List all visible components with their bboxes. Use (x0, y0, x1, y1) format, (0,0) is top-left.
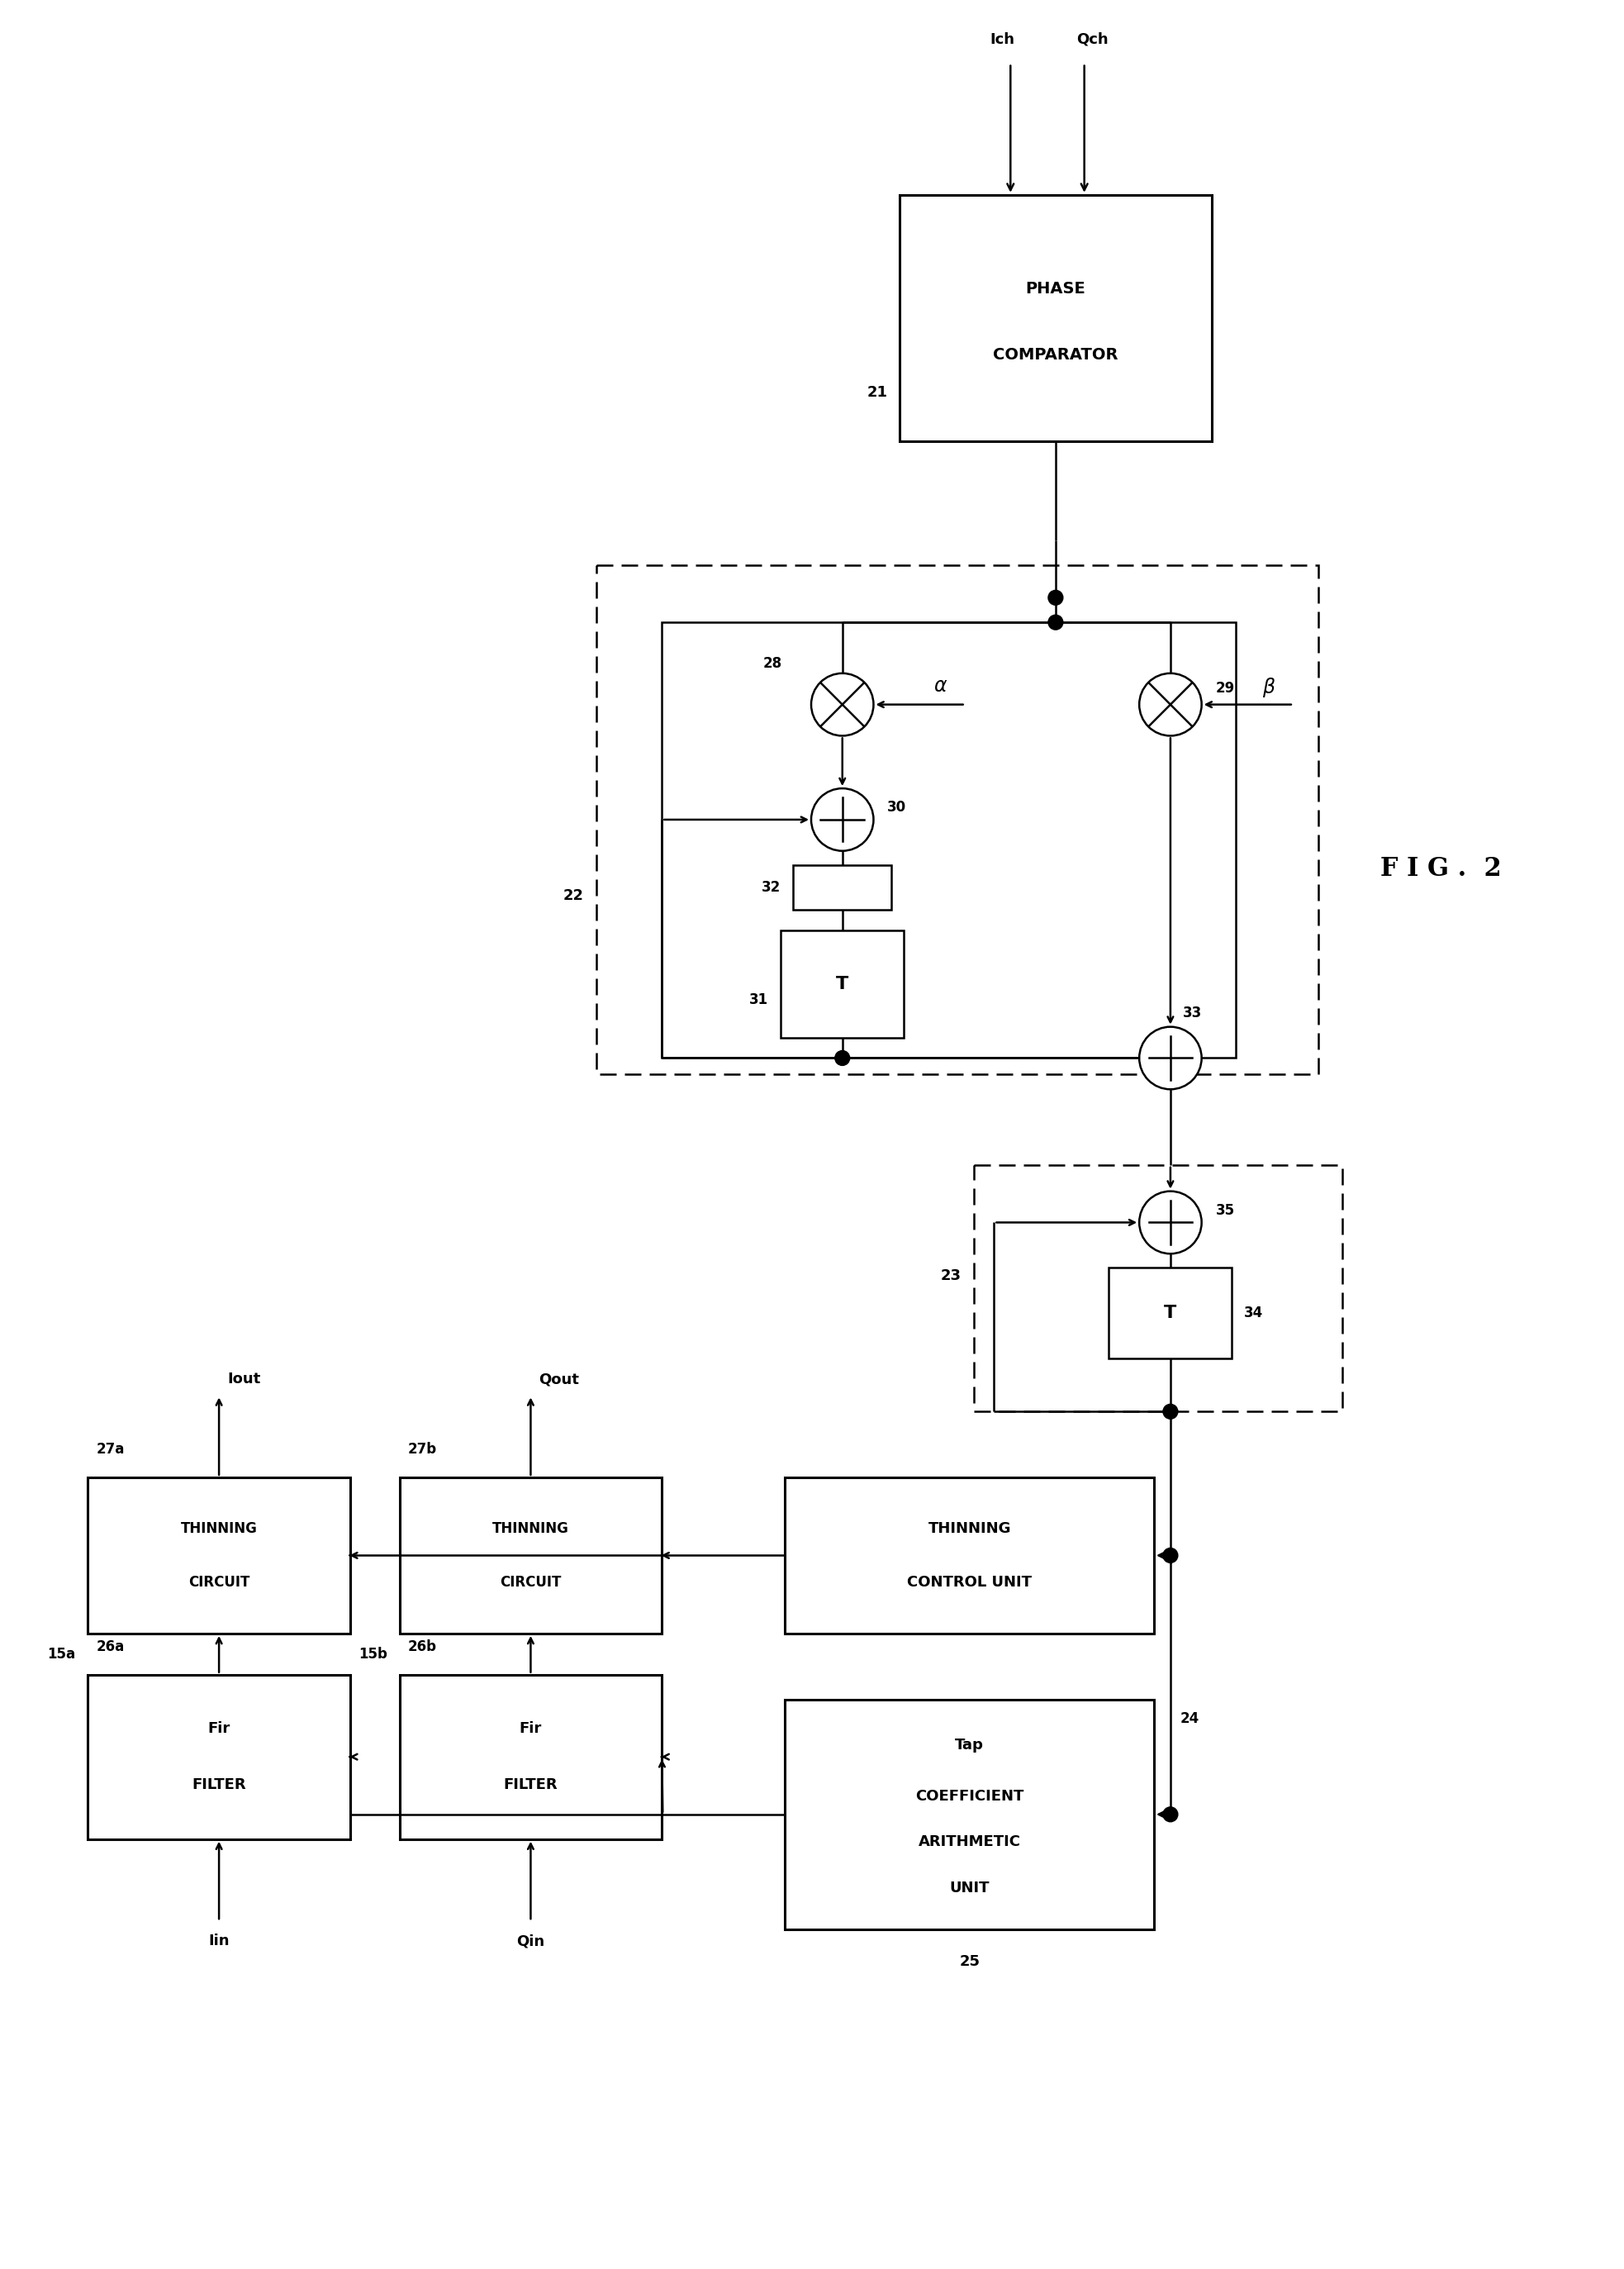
Circle shape (1163, 1806, 1177, 1822)
Text: 26a: 26a (96, 1638, 125, 1654)
Circle shape (835, 1051, 849, 1066)
Text: Qch: Qch (1077, 32, 1109, 48)
Text: $\alpha$: $\alpha$ (934, 676, 948, 697)
Text: 25: 25 (960, 1954, 979, 1969)
Bar (596, 565, 1319, 1076)
Text: Tap: Tap (955, 1738, 984, 1752)
Text: $\beta$: $\beta$ (1262, 676, 1275, 699)
Text: Ich: Ich (991, 32, 1015, 48)
Circle shape (810, 787, 874, 851)
Bar (784, 1477, 1155, 1634)
Bar (973, 1164, 1343, 1411)
Text: FILTER: FILTER (503, 1777, 557, 1793)
Text: 27a: 27a (96, 1441, 125, 1457)
Text: T: T (1164, 1305, 1177, 1321)
Text: PHASE: PHASE (1025, 281, 1086, 297)
Text: T: T (836, 976, 849, 992)
Bar (1109, 1268, 1233, 1359)
Text: 24: 24 (1181, 1711, 1200, 1727)
Text: 21: 21 (867, 386, 887, 399)
Circle shape (1047, 590, 1064, 606)
Text: Fir: Fir (208, 1722, 231, 1736)
Text: 15a: 15a (47, 1647, 75, 1661)
Text: 15b: 15b (359, 1647, 387, 1661)
Bar (400, 1477, 663, 1634)
Bar (781, 930, 905, 1037)
Text: THINNING: THINNING (492, 1522, 568, 1536)
Bar (784, 1699, 1155, 1929)
Text: UNIT: UNIT (950, 1881, 989, 1895)
Text: THINNING: THINNING (927, 1522, 1012, 1536)
Text: Fir: Fir (520, 1722, 542, 1736)
Text: F I G .  2: F I G . 2 (1380, 855, 1502, 883)
Text: CIRCUIT: CIRCUIT (500, 1575, 562, 1588)
Text: CIRCUIT: CIRCUIT (188, 1575, 250, 1588)
Text: 26b: 26b (408, 1638, 437, 1654)
Text: THINNING: THINNING (180, 1522, 257, 1536)
Circle shape (810, 674, 874, 735)
Circle shape (1163, 1405, 1177, 1418)
Text: Qin: Qin (516, 1933, 544, 1949)
Bar (663, 622, 1236, 1057)
Text: 33: 33 (1182, 1005, 1202, 1021)
Text: CONTROL UNIT: CONTROL UNIT (908, 1575, 1031, 1588)
Circle shape (1140, 1028, 1202, 1089)
Text: ARITHMETIC: ARITHMETIC (918, 1836, 1021, 1849)
Circle shape (1140, 1191, 1202, 1255)
Text: 32: 32 (762, 880, 781, 894)
Circle shape (1047, 615, 1064, 631)
Bar (400, 1675, 663, 1840)
Circle shape (1140, 674, 1202, 735)
Text: 30: 30 (887, 801, 906, 815)
Bar (88, 1477, 351, 1634)
Text: Qout: Qout (539, 1373, 580, 1386)
Text: 23: 23 (940, 1268, 961, 1284)
Text: 22: 22 (564, 889, 585, 903)
Text: Iin: Iin (208, 1933, 229, 1949)
Text: 34: 34 (1244, 1305, 1263, 1321)
Bar (88, 1675, 351, 1840)
Text: 29: 29 (1215, 681, 1234, 697)
Text: COMPARATOR: COMPARATOR (992, 347, 1119, 363)
Circle shape (1163, 1547, 1177, 1563)
Text: Iout: Iout (227, 1373, 260, 1386)
Text: 28: 28 (763, 656, 783, 672)
Text: COEFFICIENT: COEFFICIENT (916, 1788, 1023, 1804)
Text: 31: 31 (749, 992, 768, 1007)
Bar (900, 195, 1212, 442)
Bar (793, 864, 892, 910)
Text: 27b: 27b (408, 1441, 437, 1457)
Text: FILTER: FILTER (192, 1777, 247, 1793)
Text: 35: 35 (1215, 1203, 1234, 1218)
